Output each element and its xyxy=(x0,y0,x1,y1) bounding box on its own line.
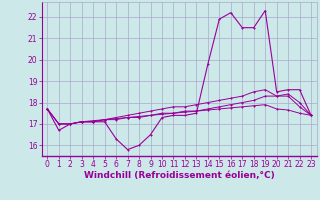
X-axis label: Windchill (Refroidissement éolien,°C): Windchill (Refroidissement éolien,°C) xyxy=(84,171,275,180)
